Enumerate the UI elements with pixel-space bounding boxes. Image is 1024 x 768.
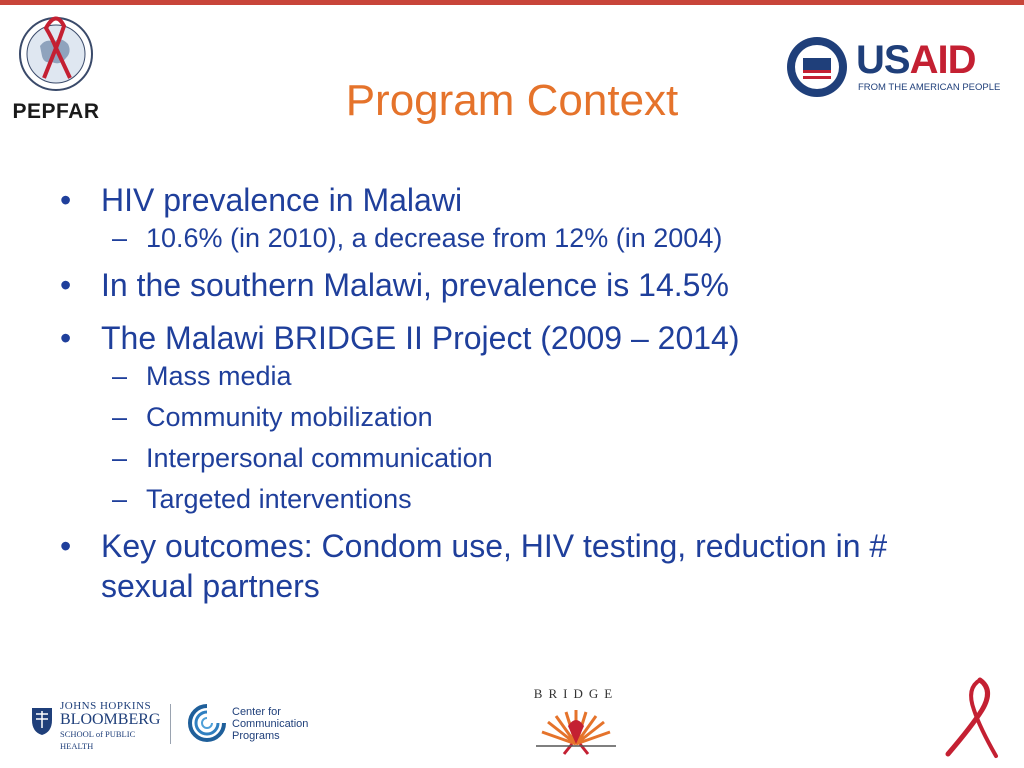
- usaid-logo: USAID FROM THE AMERICAN PEOPLE: [786, 36, 1000, 106]
- awareness-ribbon-icon: [945, 677, 998, 758]
- bullet-item: • In the southern Malawi, prevalence is 1…: [60, 265, 960, 305]
- sub-bullet-group: – Mass media – Community mobilization – Inter…: [60, 360, 960, 516]
- sub-bullet-item: – Targeted interventions: [60, 483, 960, 516]
- pepfar-logo: PEPFAR: [6, 8, 106, 126]
- bridge-sunburst-icon: [536, 710, 616, 755]
- bullet-text: Key outcomes: Condom use, HIV testing, r…: [101, 528, 888, 604]
- sub-bullet-item: –10.6% (in 2010), a decrease from 12% (i…: [60, 222, 960, 255]
- jhu-line1: JOHNS HOPKINS: [60, 700, 152, 712]
- slide-title: Program Context: [345, 76, 679, 125]
- jhu-shield-icon: [32, 708, 52, 735]
- pepfar-logo-text: PEPFAR: [12, 100, 100, 123]
- sub-bullet-item: – Community mobilization: [60, 401, 960, 434]
- ccp-line2: Communication: [232, 718, 309, 730]
- top-rule: [0, 0, 1024, 5]
- footer-divider: [170, 704, 171, 744]
- ccp-line1: Center for: [232, 706, 281, 718]
- jhu-line3: SCHOOL of PUBLIC HEALTH: [60, 729, 136, 751]
- dash-glyph: –: [112, 361, 128, 391]
- dash-glyph: –: [112, 443, 128, 473]
- sub-bullet-item: – Mass media: [60, 360, 960, 393]
- bullet-glyph: •: [60, 528, 72, 564]
- sub-bullet-text: Interpersonal communication: [146, 443, 493, 473]
- jhu-line2: BLOOMBERG: [60, 711, 161, 728]
- bullet-item: • HIV prevalence in Malawi: [60, 180, 960, 220]
- usaid-wordmark: USAID: [856, 38, 977, 82]
- bullet-text: HIV prevalence in Malawi: [101, 182, 463, 218]
- bridge-logo-text: BRIDGE: [533, 686, 619, 701]
- sub-bullet-text: 10.6% (in 2010), a decrease from 12% (in…: [146, 223, 723, 253]
- dash-glyph: –: [112, 402, 128, 432]
- ccp-line3: Programs: [232, 730, 280, 742]
- sub-bullet-text: Targeted interventions: [146, 484, 412, 514]
- ccp-swirl-icon: [188, 704, 226, 742]
- usaid-wordmark-us: US: [856, 38, 911, 82]
- dash-glyph: –: [112, 484, 128, 514]
- bullet-text: In the southern Malawi, prevalence is 14…: [101, 267, 729, 303]
- sub-bullet-group: –10.6% (in 2010), a decrease from 12% (i…: [60, 222, 960, 255]
- bullet-list: • HIV prevalence in Malawi –10.6% (in 2010…: [60, 180, 960, 619]
- sub-bullet-item: – Interpersonal communication: [60, 442, 960, 475]
- bullet-glyph: •: [60, 182, 72, 218]
- usaid-wordmark-aid: AID: [909, 38, 977, 82]
- bullet-item: • Key outcomes: Condom use, HIV testing, …: [60, 526, 960, 606]
- usaid-seal-icon: [787, 37, 847, 97]
- bullet-glyph: •: [60, 320, 72, 356]
- globe-seal-icon: [19, 16, 93, 91]
- bullet-item: • The Malawi BRIDGE II Project (2009 – 20…: [60, 318, 960, 358]
- dash-glyph: –: [112, 223, 128, 253]
- bullet-glyph: •: [60, 267, 72, 303]
- bullet-text: The Malawi BRIDGE II Project (2009 – 201…: [101, 320, 740, 356]
- sub-bullet-text: Community mobilization: [146, 402, 433, 432]
- ccp-logo: Center for Communication Programs: [186, 700, 326, 746]
- sub-bullet-text: Mass media: [146, 361, 292, 391]
- usaid-tagline: FROM THE AMERICAN PEOPLE: [858, 82, 1001, 93]
- bridge-logo: BRIDGE: [528, 686, 624, 756]
- jhu-bloomberg-logo: JOHNS HOPKINS BLOOMBERG SCHOOL of PUBLIC…: [30, 700, 161, 751]
